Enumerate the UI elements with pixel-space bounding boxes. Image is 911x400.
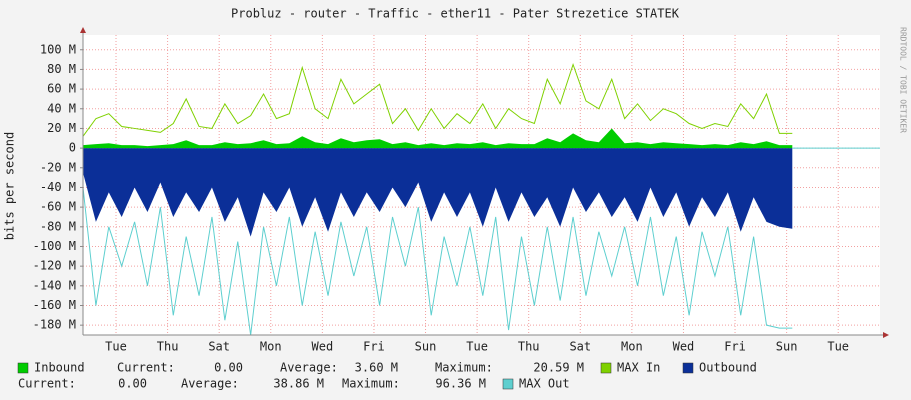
chart-title: Probluz - router - Traffic - ether11 - P… [231,7,680,21]
legend-label: Inbound [34,361,85,375]
stat-label: Average: [280,361,338,375]
legend-swatch [682,362,694,374]
x-tick-label: Tue [105,340,127,354]
legend-swatch [502,378,514,390]
stat-value: 3.60 M [355,361,398,375]
x-tick-label: Fri [363,340,385,354]
x-tick-label: Sun [415,340,437,354]
y-tick-label: -40 M [40,180,76,194]
y-tick-label: -100 M [33,239,76,253]
y-axis-arrow [80,27,86,33]
legend-swatch [600,362,612,374]
line [82,187,793,336]
y-tick-label: -80 M [40,219,76,233]
x-tick-label: Mon [621,340,643,354]
x-tick-label: Sat [569,340,591,354]
x-tick-label: Tue [827,340,849,354]
y-tick-label: -160 M [33,298,76,312]
stat-label: Maximum: [435,361,493,375]
y-tick-label: -60 M [40,200,76,214]
area [83,128,793,149]
line [82,62,793,137]
y-tick-label: -180 M [33,318,76,332]
x-tick-label: Thu [518,340,540,354]
x-tick-label: Sun [776,340,798,354]
y-tick-label: 60 M [47,82,76,96]
stat-label: Average: [181,377,239,391]
x-tick-label: Wed [312,340,334,354]
x-tick-label: Thu [157,340,179,354]
stat-value: 0.00 [118,377,147,391]
legend-label: MAX In [617,361,660,375]
x-tick-label: Tue [466,340,488,354]
x-tick-label: Fri [724,340,746,354]
legend-label: MAX Out [519,377,570,391]
stat-value: 20.59 M [533,361,584,375]
stat-value: 0.00 [214,361,243,375]
watermark: RRDTOOL / TOBI OETIKER [899,27,908,133]
y-tick-label: 100 M [40,42,76,56]
stat-value: 96.36 M [435,377,486,391]
y-tick-label: -20 M [40,160,76,174]
stat-label: Current: [117,361,175,375]
legend-label: Outbound [699,361,757,375]
y-tick-label: 40 M [47,101,76,115]
y-tick-label: 20 M [47,121,76,135]
stat-label: Current: [18,377,76,391]
y-tick-label: -140 M [33,278,76,292]
y-axis-label: bits per second [3,132,17,240]
stat-value: 38.86 M [273,377,324,391]
legend-swatch [17,362,29,374]
x-axis-arrow [883,332,889,338]
x-tick-label: Mon [260,340,282,354]
y-tick-label: 80 M [47,62,76,76]
stat-label: Maximum: [342,377,400,391]
area [83,148,793,237]
x-tick-label: Wed [673,340,695,354]
x-tick-label: Sat [208,340,230,354]
y-tick-label: -120 M [33,259,76,273]
y-tick-label: 0 [69,141,76,155]
